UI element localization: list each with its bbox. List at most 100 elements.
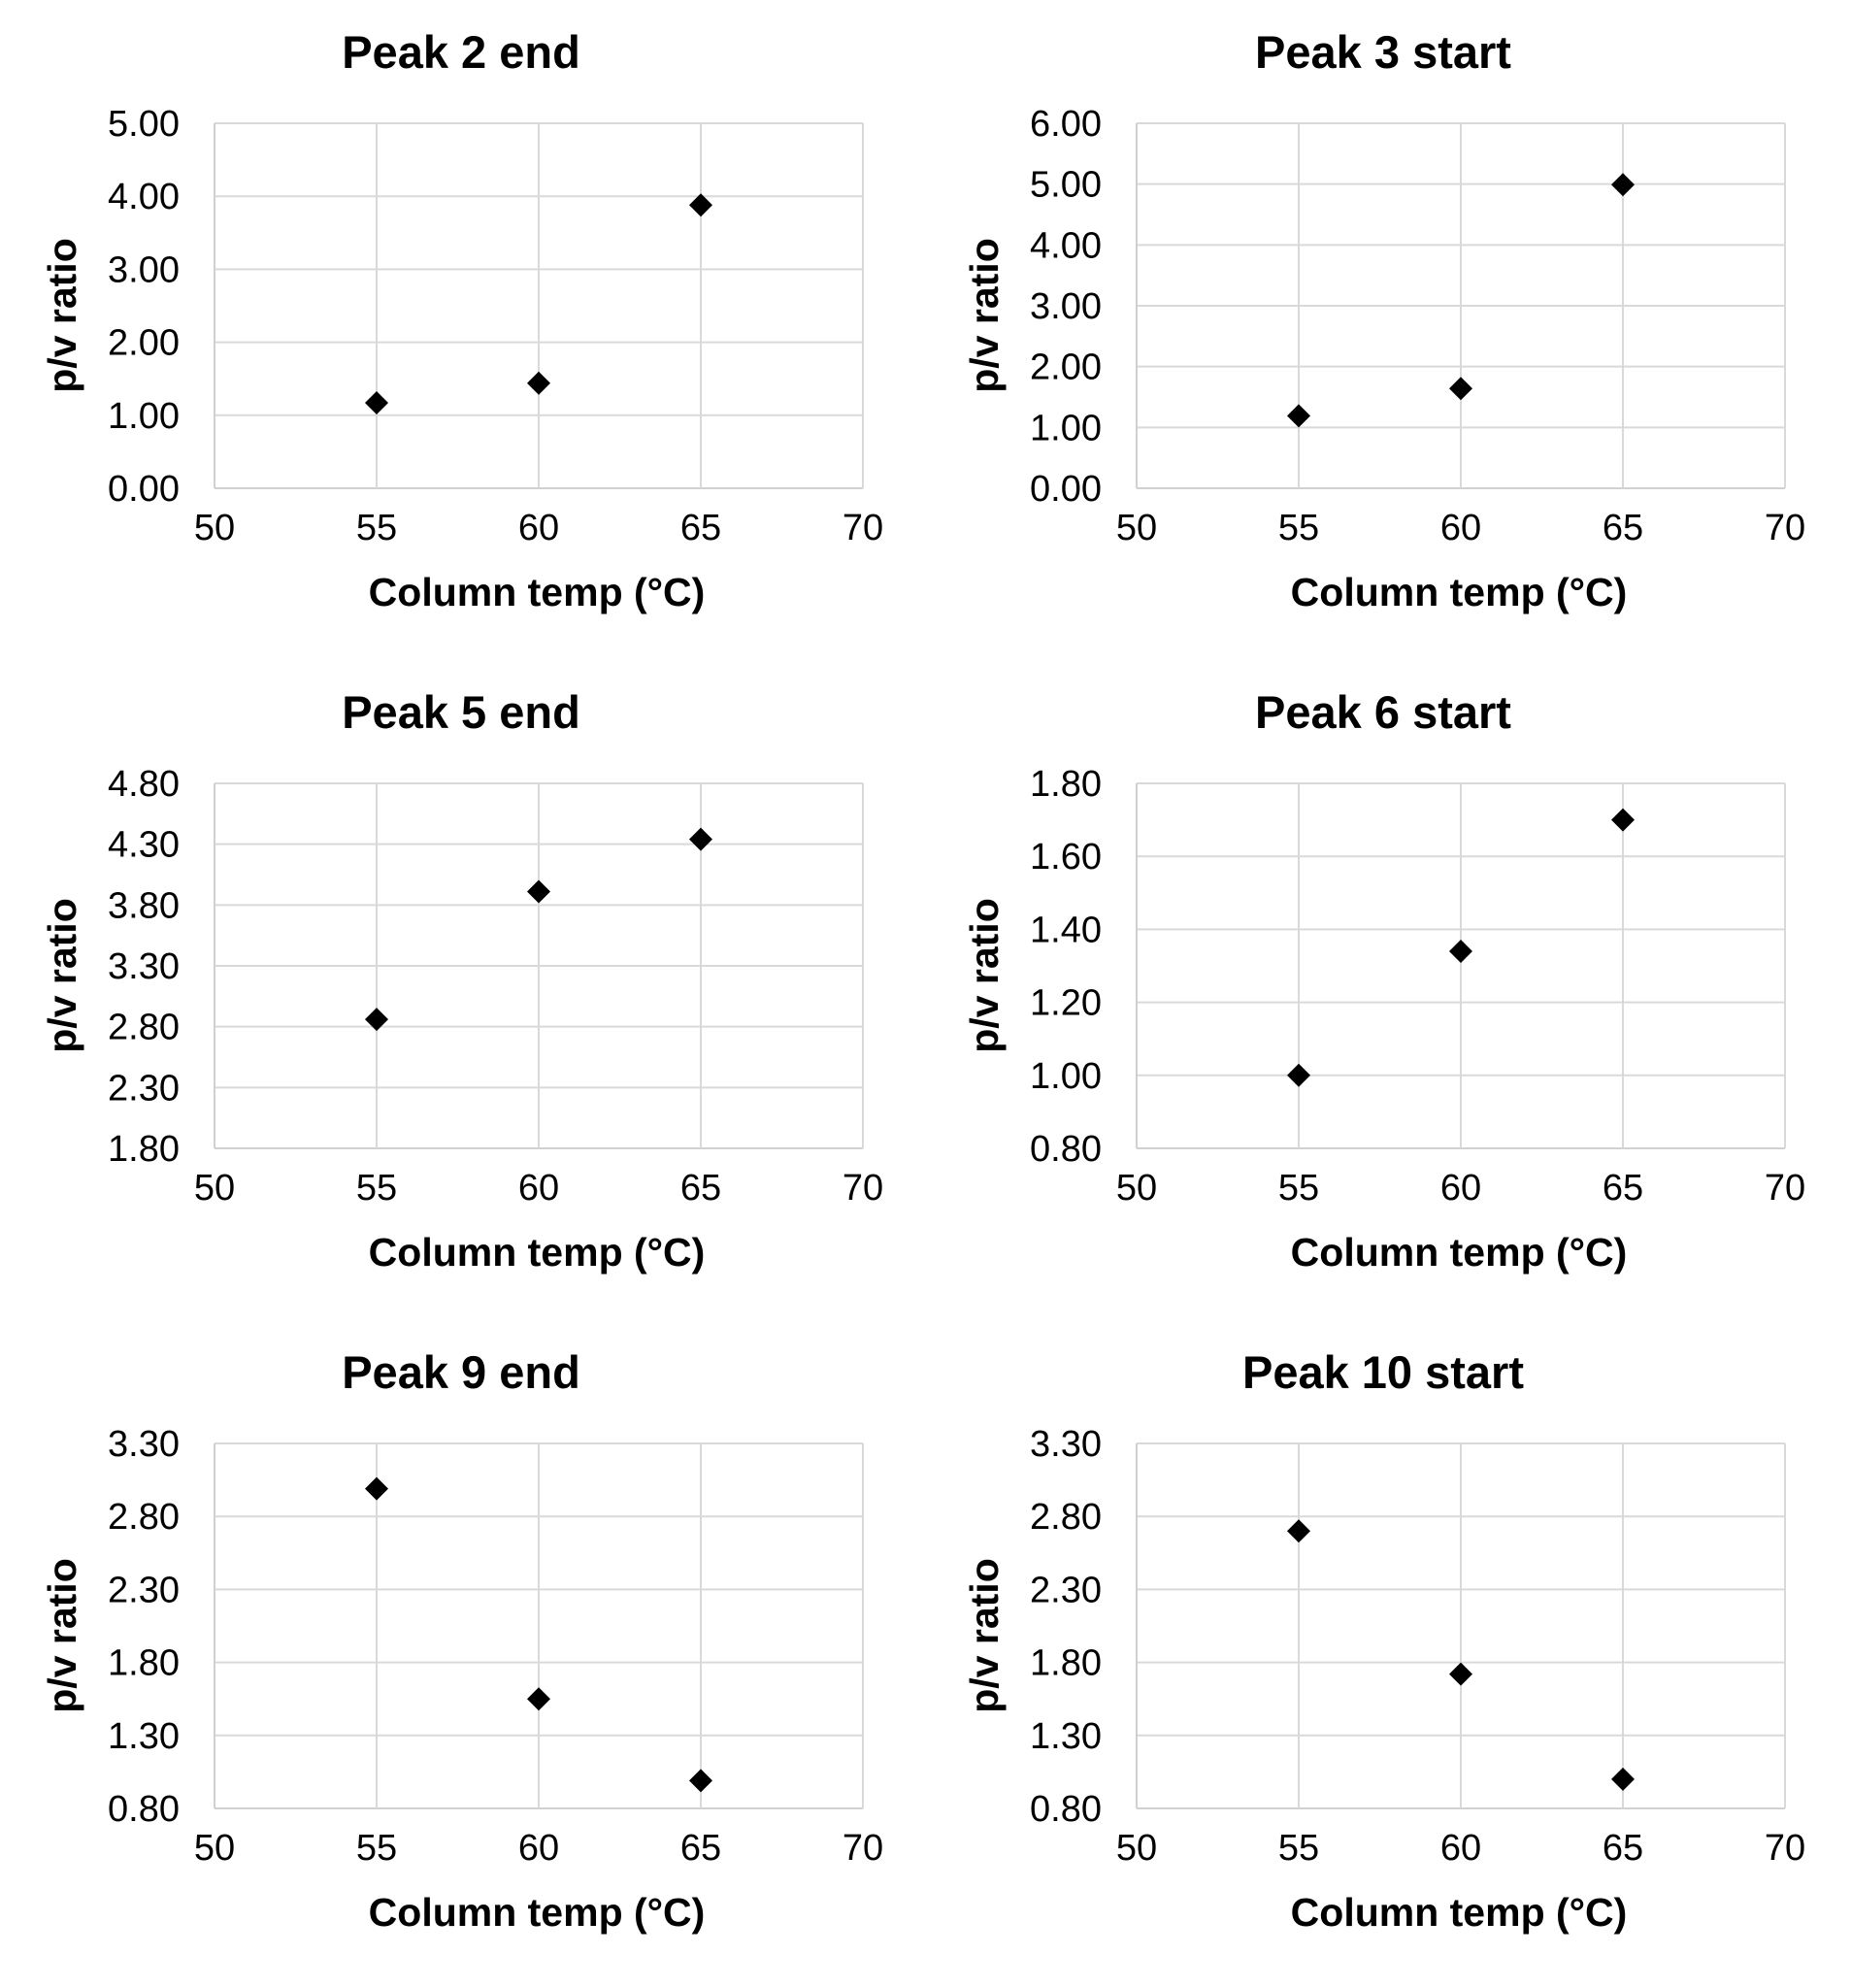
data-point-55 (1287, 1519, 1310, 1543)
y-tick-label: 0.80 (1030, 1129, 1102, 1170)
y-tick-label: 3.30 (108, 1424, 180, 1465)
x-tick-label: 70 (843, 1168, 883, 1209)
y-tick-label: 4.30 (108, 825, 180, 866)
x-tick-label: 60 (518, 1828, 559, 1869)
data-point-55 (1287, 404, 1310, 428)
y-tick-label: 0.80 (1030, 1789, 1102, 1830)
x-tick-label: 60 (1440, 508, 1481, 548)
y-tick-label: 2.80 (1030, 1497, 1102, 1538)
y-tick-label: 1.30 (1030, 1716, 1102, 1757)
chart-panel-peak-3-start: Peak 3 start 0.00 1.00 2.00 3.00 4.00 5.00 6.00… (922, 0, 1847, 660)
chart-title: Peak 5 end (342, 686, 580, 738)
y-axis-label: p/v ratio (962, 238, 1007, 392)
y-tick-label: 1.60 (1030, 837, 1102, 878)
chart-svg: Peak 10 start 0.80 1.30 1.80 2.30 2.80 3.30 50 5… (962, 1346, 1805, 1935)
y-tick-label: 1.80 (108, 1129, 180, 1170)
y-tick-label: 1.30 (108, 1716, 180, 1757)
x-tick-label: 70 (843, 508, 883, 548)
chart-panel-peak-2-end: Peak 2 end 0.00 1.00 2.00 3.00 4.00 5.00 50 55 60… (0, 0, 925, 660)
x-tick-label: 65 (1603, 508, 1643, 548)
y-tick-label: 1.00 (108, 396, 180, 437)
data-point-60 (527, 1687, 550, 1711)
data-point-60 (1449, 1662, 1472, 1686)
x-tick-label: 70 (843, 1828, 883, 1869)
x-tick-label: 55 (1278, 1168, 1319, 1209)
y-tick-label: 6.00 (1030, 104, 1102, 145)
y-tick-label: 2.80 (108, 1008, 180, 1048)
y-tick-label: 1.40 (1030, 910, 1102, 950)
data-point-60 (527, 879, 550, 904)
y-tick-label: 1.00 (1030, 408, 1102, 448)
y-tick-label: 1.00 (1030, 1056, 1102, 1097)
y-tick-label: 5.00 (1030, 165, 1102, 206)
y-tick-label: 2.00 (108, 323, 180, 364)
chart-svg: Peak 6 start 0.80 1.00 1.20 1.40 1.60 1.80 50 55… (962, 686, 1805, 1275)
x-axis-label: Column temp (°C) (1291, 1230, 1628, 1275)
data-point-55 (365, 1008, 388, 1032)
x-tick-label: 50 (1116, 1828, 1157, 1869)
x-tick-label: 65 (1603, 1828, 1643, 1869)
y-tick-label: 1.80 (1030, 1643, 1102, 1684)
x-tick-label: 65 (680, 508, 721, 548)
x-tick-label: 55 (1278, 508, 1319, 548)
y-tick-label: 1.20 (1030, 983, 1102, 1024)
chart-svg: Peak 3 start 0.00 1.00 2.00 3.00 4.00 5.00 6.00… (962, 26, 1805, 614)
x-tick-label: 50 (1116, 508, 1157, 548)
y-tick-label: 2.30 (108, 1068, 180, 1109)
x-tick-label: 65 (1603, 1168, 1643, 1209)
y-tick-label: 2.30 (108, 1570, 180, 1610)
data-point-65 (689, 827, 712, 851)
y-tick-label: 3.00 (1030, 286, 1102, 327)
x-tick-label: 65 (680, 1168, 721, 1209)
y-tick-label: 3.30 (108, 946, 180, 987)
y-axis-label: p/v ratio (40, 238, 84, 392)
data-point-55 (365, 1476, 388, 1501)
x-tick-label: 60 (1440, 1828, 1481, 1869)
y-tick-label: 3.80 (108, 885, 180, 926)
data-point-65 (689, 1769, 712, 1793)
x-tick-label: 60 (1440, 1168, 1481, 1209)
x-tick-label: 70 (1765, 508, 1805, 548)
x-tick-label: 50 (1116, 1168, 1157, 1209)
x-axis-label: Column temp (°C) (369, 1890, 706, 1935)
data-point-65 (1611, 808, 1635, 832)
x-axis-label: Column temp (°C) (1291, 1890, 1628, 1935)
data-point-60 (527, 371, 550, 395)
y-tick-label: 1.80 (1030, 764, 1102, 805)
y-tick-label: 4.00 (108, 177, 180, 217)
y-tick-label: 2.30 (1030, 1570, 1102, 1610)
x-tick-label: 55 (356, 1828, 397, 1869)
x-tick-label: 55 (356, 1168, 397, 1209)
y-tick-label: 4.80 (108, 764, 180, 805)
data-point-55 (365, 391, 388, 415)
data-point-65 (1611, 173, 1635, 197)
y-tick-label: 0.00 (1030, 469, 1102, 510)
chart-panel-peak-10-start: Peak 10 start 0.80 1.30 1.80 2.30 2.80 3.30 50 5… (922, 1320, 1847, 1980)
data-point-60 (1449, 939, 1472, 963)
y-axis-label: p/v ratio (40, 1558, 84, 1712)
y-axis-label: p/v ratio (962, 1558, 1007, 1712)
chart-svg: Peak 2 end 0.00 1.00 2.00 3.00 4.00 5.00 50 55 60… (40, 26, 883, 614)
y-axis-label: p/v ratio (40, 898, 84, 1052)
x-axis-label: Column temp (°C) (1291, 570, 1628, 614)
x-tick-label: 50 (194, 1168, 235, 1209)
y-tick-label: 0.00 (108, 469, 180, 510)
x-axis-label: Column temp (°C) (369, 570, 706, 614)
y-tick-label: 2.80 (108, 1497, 180, 1538)
data-point-55 (1287, 1063, 1310, 1087)
chart-panel-peak-6-start: Peak 6 start 0.80 1.00 1.20 1.40 1.60 1.80 50 55… (922, 660, 1847, 1320)
chart-title: Peak 10 start (1242, 1346, 1524, 1398)
x-tick-label: 55 (356, 508, 397, 548)
chart-title: Peak 6 start (1255, 686, 1511, 738)
x-axis-label: Column temp (°C) (369, 1230, 706, 1275)
x-tick-label: 55 (1278, 1828, 1319, 1869)
y-tick-label: 3.00 (108, 249, 180, 290)
y-tick-label: 0.80 (108, 1789, 180, 1830)
x-tick-label: 60 (518, 508, 559, 548)
data-point-65 (1611, 1767, 1635, 1791)
y-tick-label: 3.30 (1030, 1424, 1102, 1465)
y-axis-label: p/v ratio (962, 898, 1007, 1052)
y-tick-label: 4.00 (1030, 225, 1102, 266)
x-tick-label: 65 (680, 1828, 721, 1869)
y-tick-label: 2.00 (1030, 348, 1102, 388)
